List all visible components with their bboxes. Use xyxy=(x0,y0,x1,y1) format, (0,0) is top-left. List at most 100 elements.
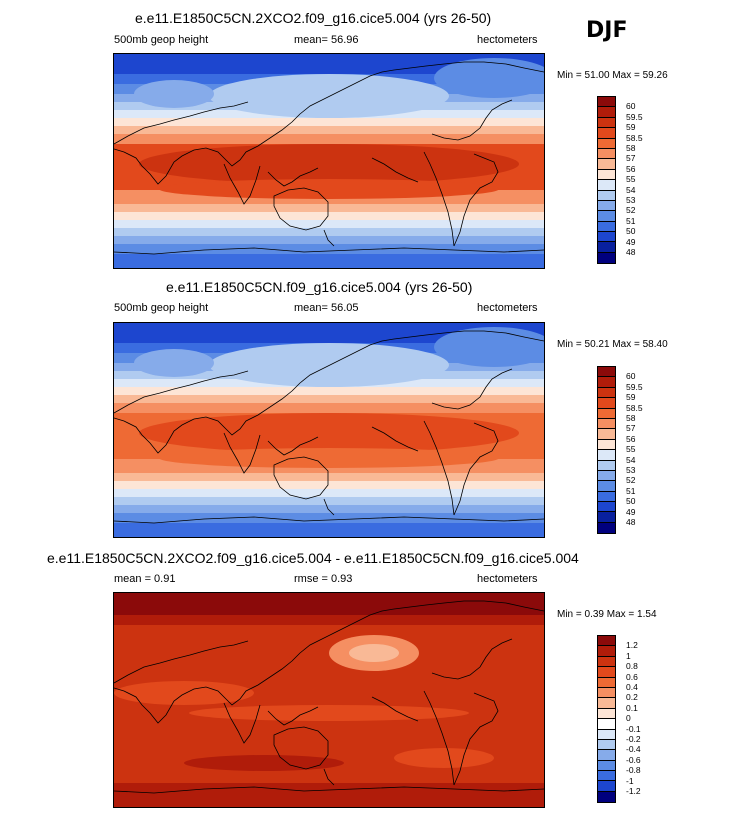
colorbar-tick-label: 49 xyxy=(626,236,636,247)
colorbar-tick-label: 55 xyxy=(626,174,636,185)
colorbar-swatch xyxy=(598,377,615,388)
contour-region xyxy=(159,179,499,199)
panel-1-colorbar xyxy=(597,96,616,265)
coastline xyxy=(323,498,335,516)
colorbar-tick-label: 56 xyxy=(626,163,636,174)
panel-2-mean-label: mean= 56.05 xyxy=(294,302,359,314)
contour-band xyxy=(114,323,544,343)
contour-band xyxy=(114,244,544,254)
colorbar-swatch xyxy=(598,708,615,720)
colorbar-swatch xyxy=(598,148,615,160)
colorbar-tick-label: 51 xyxy=(626,485,636,496)
colorbar-tick-label: 0.1 xyxy=(626,702,638,713)
season-label: DJF xyxy=(586,18,628,43)
coastline xyxy=(371,426,419,452)
coastline xyxy=(453,692,499,786)
contour-band xyxy=(114,387,544,395)
coastline xyxy=(114,600,544,724)
colorbar-tick-label: 0.6 xyxy=(626,671,638,682)
colorbar-swatch xyxy=(598,750,615,761)
colorbar-swatch xyxy=(598,791,615,803)
colorbar-swatch xyxy=(598,439,615,451)
colorbar-swatch xyxy=(598,470,615,482)
colorbar-swatch xyxy=(598,677,615,688)
contour-band xyxy=(114,54,544,74)
colorbar-swatch xyxy=(598,481,615,492)
colorbar-tick-label: 55 xyxy=(626,444,636,455)
panel-1-units-label: hectometers xyxy=(477,34,538,46)
contour-band xyxy=(114,220,544,228)
contour-band xyxy=(114,523,544,537)
colorbar-swatch xyxy=(598,781,615,792)
colorbar-swatch xyxy=(598,242,615,253)
contour-band xyxy=(114,593,544,615)
colorbar-swatch xyxy=(598,502,615,513)
panel-3-min-max: Min = 0.39 Max = 1.54 xyxy=(557,609,657,620)
colorbar-tick-label: 60 xyxy=(626,101,636,112)
contour-band xyxy=(114,395,544,403)
panel-1-title: e.e11.E1850C5CN.2XCO2.f09_g16.cice5.004 … xyxy=(135,10,492,26)
colorbar-swatch xyxy=(598,387,615,399)
coastline xyxy=(371,696,419,722)
coastline xyxy=(423,420,455,516)
panel-1-map xyxy=(113,53,545,269)
colorbar-tick-label: -0.2 xyxy=(626,734,641,744)
colorbar-tick-label: 0.8 xyxy=(626,661,638,672)
contour-region xyxy=(134,349,214,377)
contour-region xyxy=(209,343,449,387)
coastline xyxy=(114,101,249,145)
colorbar-swatch xyxy=(598,180,615,191)
colorbar-tick-label: 59 xyxy=(626,122,636,133)
colorbar-swatch xyxy=(598,667,615,678)
panel-3-rmse-label: rmse = 0.93 xyxy=(294,573,353,585)
colorbar-swatch xyxy=(598,656,615,668)
contour-region xyxy=(434,58,544,98)
coastline xyxy=(223,702,261,744)
colorbar-tick-label: 57 xyxy=(626,423,636,434)
coastline xyxy=(267,706,319,726)
contour-band xyxy=(114,212,544,220)
coastline xyxy=(267,436,319,456)
colorbar-tick-label: -0.8 xyxy=(626,765,641,776)
panel-1-variable-label: 500mb geop height xyxy=(114,34,209,46)
coastline xyxy=(273,726,329,770)
colorbar-swatch xyxy=(598,232,615,243)
colorbar-swatch xyxy=(598,408,615,419)
colorbar-swatch xyxy=(598,190,615,201)
colorbar-tick-label: 48 xyxy=(626,247,636,257)
coastline xyxy=(431,99,513,141)
colorbar-tick-label: 52 xyxy=(626,475,636,486)
colorbar-tick-label: 59.5 xyxy=(626,381,643,392)
colorbar-swatch xyxy=(598,200,615,212)
colorbar-tick-label: 50 xyxy=(626,226,636,237)
panel-3-colorbar xyxy=(597,635,616,804)
contour-region xyxy=(139,144,519,184)
colorbar-swatch xyxy=(598,398,615,409)
colorbar-tick-label: 50 xyxy=(626,496,636,507)
colorbar-tick-label: 54 xyxy=(626,454,636,465)
colorbar-tick-label: 52 xyxy=(626,205,636,216)
coastline xyxy=(323,768,335,786)
coastline xyxy=(423,690,455,786)
colorbar-tick-label: 53 xyxy=(626,465,636,475)
coastline xyxy=(273,187,329,231)
coastline xyxy=(273,456,329,500)
contour-region xyxy=(114,681,254,705)
colorbar-swatch xyxy=(598,159,615,170)
coastline xyxy=(371,157,419,183)
colorbar-tick-label: 57 xyxy=(626,153,636,164)
contour-band xyxy=(114,228,544,236)
contour-region xyxy=(184,755,344,771)
colorbar-swatch xyxy=(598,169,615,181)
colorbar-swatch xyxy=(598,211,615,222)
panel-2-title: e.e11.E1850C5CN.f09_g16.cice5.004 (yrs 2… xyxy=(166,279,473,295)
colorbar-tick-label: 0 xyxy=(626,713,631,724)
colorbar-swatch xyxy=(598,739,615,751)
colorbar-tick-label: 60 xyxy=(626,371,636,382)
contour-band xyxy=(114,118,544,126)
colorbar-tick-label: 59 xyxy=(626,392,636,403)
panel-3-title: e.e11.E1850C5CN.2XCO2.f09_g16.cice5.004 … xyxy=(47,550,579,566)
colorbar-swatch xyxy=(598,687,615,699)
panel-2-map xyxy=(113,322,545,538)
colorbar-tick-label: 56 xyxy=(626,433,636,444)
